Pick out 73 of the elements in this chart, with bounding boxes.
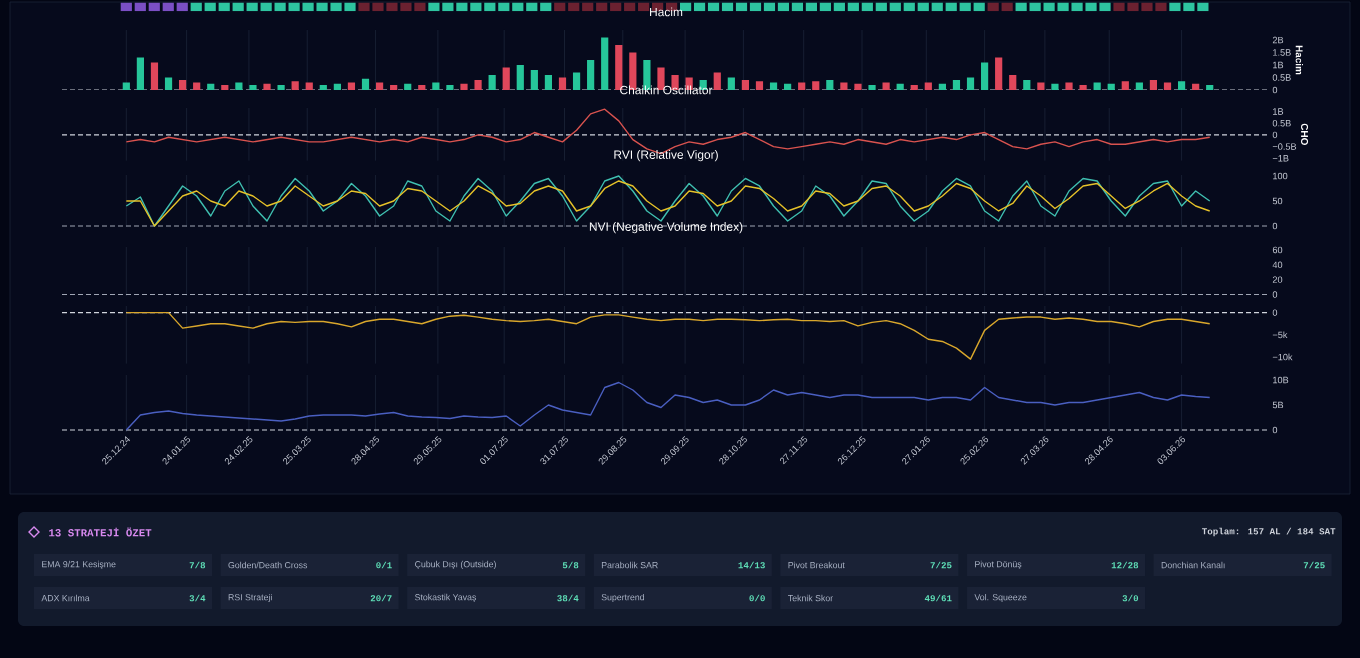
bar: [854, 83, 862, 90]
bar: [938, 83, 946, 90]
bar: [1065, 82, 1073, 90]
bar: [798, 82, 806, 90]
bar: [882, 82, 890, 90]
bar: [235, 82, 243, 90]
bar: [474, 79, 482, 90]
bar: [207, 83, 215, 90]
bar: [502, 67, 510, 90]
bar: [755, 81, 764, 90]
bar: [1192, 83, 1200, 90]
bar: [727, 77, 735, 90]
bar: [530, 69, 538, 90]
bar: [1023, 79, 1031, 90]
bar: [179, 79, 187, 90]
bar: [375, 82, 384, 90]
bar: [615, 44, 623, 90]
bar: [277, 84, 285, 90]
bar: [657, 67, 665, 90]
bar: [404, 83, 412, 90]
bar: [713, 72, 721, 90]
bar: [924, 82, 932, 90]
bar: [868, 84, 876, 90]
bar: [1037, 82, 1045, 90]
bar: [1079, 84, 1087, 90]
bar: [150, 62, 159, 90]
bar: [347, 82, 356, 90]
bar: [995, 57, 1003, 90]
bar: [812, 81, 820, 90]
bar: [952, 79, 961, 90]
bar: [193, 82, 201, 90]
bar: [966, 77, 975, 90]
bar: [1051, 83, 1059, 90]
bar: [741, 79, 750, 90]
bar: [390, 84, 398, 90]
bar: [1177, 81, 1186, 90]
bar: [769, 82, 778, 90]
bar: [572, 72, 581, 90]
bar: [1009, 74, 1017, 90]
bar: [136, 57, 144, 90]
bar: [122, 82, 130, 90]
bar: [516, 64, 524, 90]
bar: [263, 83, 271, 90]
bar: [1149, 79, 1158, 90]
bar: [1163, 82, 1172, 90]
bar: [558, 77, 567, 90]
bar: [249, 84, 257, 90]
bar: [826, 79, 834, 90]
bar: [319, 84, 327, 90]
bar: [432, 82, 440, 90]
bar: [1093, 82, 1101, 90]
bar: [910, 84, 918, 90]
bar: [980, 62, 989, 90]
bar: [221, 84, 229, 90]
bar: [361, 78, 370, 90]
bar: [784, 83, 792, 90]
bar: [488, 74, 496, 90]
bar: [544, 74, 553, 90]
bar: [1206, 84, 1214, 90]
bar: [587, 59, 595, 90]
bar: [291, 81, 299, 90]
bar: [164, 77, 173, 90]
bar: [896, 83, 904, 90]
bar: [1107, 83, 1115, 90]
bar: [446, 84, 454, 90]
bar: [333, 83, 341, 90]
bar: [460, 83, 468, 90]
bar: [305, 82, 313, 90]
bar: [1121, 81, 1129, 90]
bar: [601, 37, 609, 90]
bar: [418, 84, 426, 90]
bar: [1135, 82, 1143, 90]
bar: [840, 82, 848, 90]
